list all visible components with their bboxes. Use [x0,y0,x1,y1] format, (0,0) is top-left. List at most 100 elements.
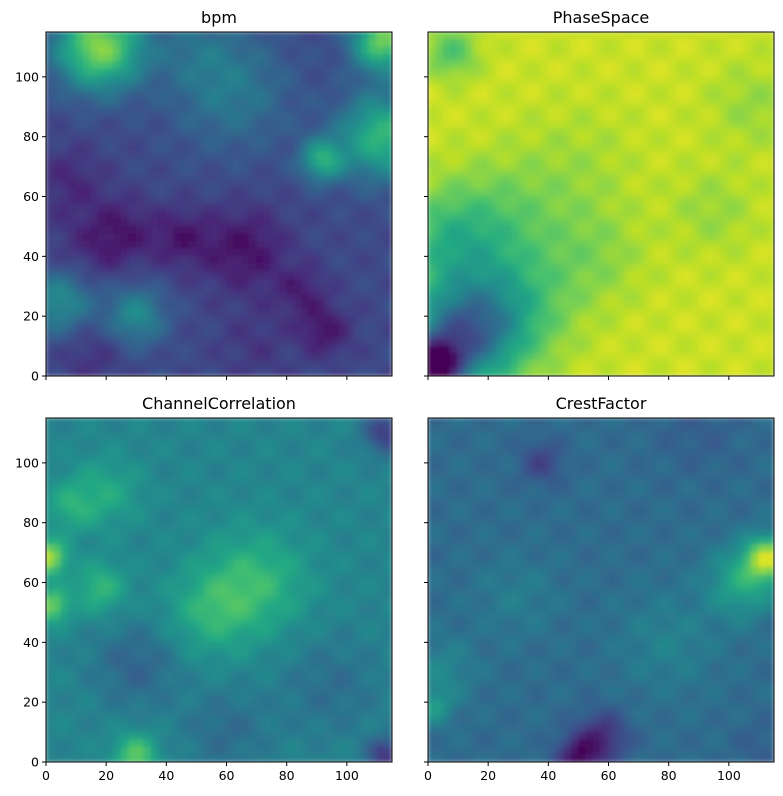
heatmap-cell [226,166,235,175]
heatmap-cell [645,151,655,160]
heatmap-cell [120,507,130,516]
heatmap-cell [248,68,258,78]
heatmap-cell [472,203,482,212]
heatmap-cell [256,91,265,100]
heatmap-cell [98,113,107,123]
heatmap-cell [90,739,100,748]
heatmap-cell [323,128,333,138]
heatmap-cell [750,76,760,85]
heatmap-cell [210,225,220,235]
heatmap-cell [75,323,85,332]
heatmap-cell [660,248,670,257]
heatmap-cell [705,61,715,70]
heatmap-cell [165,210,175,220]
heatmap-cell [457,181,467,190]
heatmap-cell [713,83,722,93]
heatmap-cell [338,53,348,63]
heatmap-cell [75,203,85,212]
heatmap-cell [346,285,355,295]
heatmap-cell [525,68,534,78]
heatmap-cell [173,76,182,85]
heatmap-cell [83,462,92,471]
heatmap-cell [698,83,707,93]
heatmap-cell [623,76,632,85]
heatmap-cell [698,368,707,376]
heatmap-cell [495,38,504,48]
heatmap-cell [135,731,145,741]
heatmap-cell [532,173,542,183]
heatmap-cell [338,32,348,40]
heatmap-cell [150,210,160,220]
heatmap-cell [195,255,205,265]
heatmap-cell [383,300,392,310]
heatmap-cell [608,203,617,212]
heatmap-cell [278,196,288,205]
heatmap-cell [90,353,100,362]
heatmap-cell [592,158,602,168]
heatmap-cell [713,248,722,257]
heatmap-cell [233,368,243,376]
heatmap-cell [105,641,115,651]
heatmap-cell [128,315,137,325]
heatmap-cell [105,537,115,546]
heatmap-cell [705,338,715,347]
heatmap-cell [53,32,62,40]
heatmap-cell [547,121,557,130]
heatmap-cell [218,210,228,220]
heatmap-cell [361,173,370,183]
heatmap-cell [450,308,459,317]
heatmap-cell [331,203,340,212]
heatmap-cell [645,136,655,145]
heatmap-cell [323,225,333,235]
heatmap-cell [480,136,489,145]
heatmap-cell [113,492,122,501]
heatmap-cell [128,507,137,516]
heatmap-cell [376,61,385,70]
heatmap-cell [457,151,467,160]
heatmap-cell [457,330,467,340]
heatmap-cell [698,210,707,220]
heatmap-cell [98,330,107,340]
heatmap-cell [143,537,152,546]
heatmap-cell [233,225,243,235]
heatmap-cell [113,484,122,494]
heatmap-cell [525,83,534,93]
heatmap-cell [323,151,333,160]
heatmap-cell [256,300,265,310]
heatmap-cell [323,98,333,108]
heatmap-cell [53,233,62,242]
heatmap-cell [135,181,145,190]
heatmap-cell [608,121,617,130]
heatmap-cell [728,323,737,332]
heatmap-cell [683,263,692,272]
heatmap-cell [233,293,243,302]
heatmap-cell [376,91,385,100]
heatmap-cell [570,203,579,212]
heatmap-cell [113,679,122,688]
heatmap-cell [465,323,474,332]
heatmap-cell [105,225,115,235]
heatmap-cell [135,196,145,205]
heatmap-cell [720,308,730,317]
heatmap-cell [502,128,512,138]
heatmap-cell [128,424,137,434]
heatmap-cell [75,76,85,85]
heatmap-cell [271,68,280,78]
heatmap-cell [428,91,437,100]
heatmap-cell [690,76,700,85]
heatmap-cell [502,188,512,198]
heatmap-cell [105,626,115,636]
heatmap-cell [158,255,167,265]
heatmap-cell [653,338,662,347]
heatmap-cell [150,484,160,494]
heatmap-cell [241,128,250,138]
heatmap-cell [442,121,452,130]
heatmap-cell [98,91,107,100]
heatmap-cell [750,143,760,153]
heatmap-cell [323,300,333,310]
heatmap-cell [675,203,685,212]
heatmap-cell [435,293,444,302]
heatmap-cell [210,270,220,280]
heatmap-cell [735,285,745,295]
heatmap-cell [698,300,707,310]
